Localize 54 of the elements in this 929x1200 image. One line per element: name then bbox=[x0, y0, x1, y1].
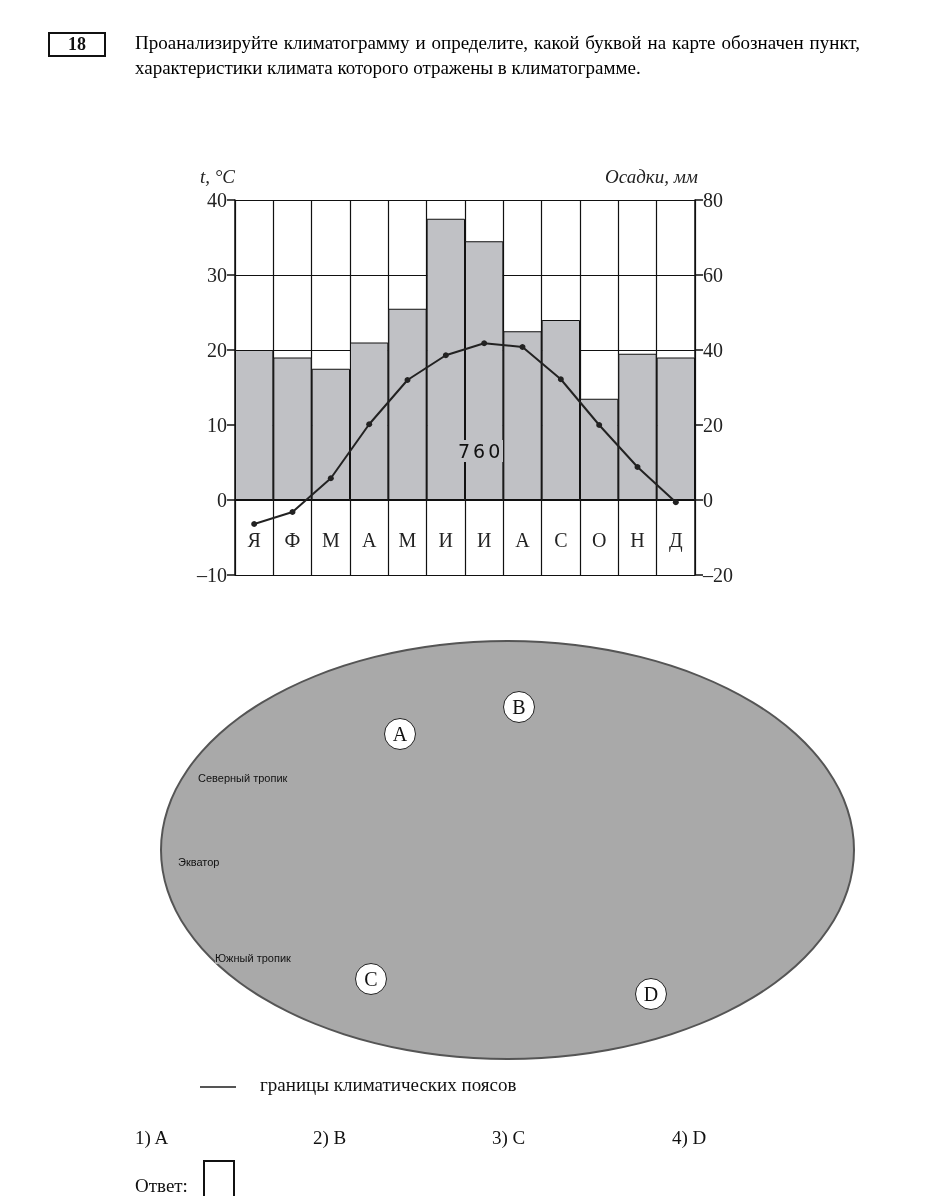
y2-tick-label: 60 bbox=[703, 264, 723, 286]
x-tick-label: Д bbox=[669, 529, 684, 552]
text: 1) A bbox=[135, 1127, 169, 1149]
point bbox=[404, 377, 411, 383]
x-tick-label: А bbox=[361, 529, 377, 551]
y-tick-label: 30 bbox=[207, 264, 227, 286]
x-tick-label: И bbox=[476, 529, 492, 551]
text: Северный тропик bbox=[198, 772, 288, 784]
text: A bbox=[384, 718, 416, 750]
text: 18 bbox=[48, 32, 106, 57]
annotation: 760 bbox=[458, 440, 504, 462]
y2-tick-label: 40 bbox=[703, 339, 723, 361]
point bbox=[327, 475, 334, 482]
text: Экватор bbox=[178, 856, 220, 868]
point bbox=[519, 344, 526, 350]
point bbox=[442, 352, 449, 359]
point bbox=[672, 499, 679, 506]
text: C bbox=[355, 963, 387, 995]
text: Южный тропик bbox=[215, 952, 291, 964]
x-tick-label: А bbox=[515, 529, 531, 551]
y2-tick-label: 80 bbox=[703, 189, 723, 211]
text: B bbox=[503, 691, 535, 723]
point bbox=[596, 422, 603, 428]
text: Ответ: bbox=[135, 1175, 188, 1197]
x-tick-label: Я bbox=[247, 529, 261, 551]
point bbox=[366, 421, 373, 428]
chart-title: Проанализируйте климатограмму и определите, какой буквой на карте обозначен пункт, характеристики климата которого отражены в климатограмме. bbox=[135, 31, 860, 80]
y2-tick-label: 0 bbox=[703, 489, 713, 511]
point bbox=[557, 376, 564, 383]
y-tick-label: 40 bbox=[207, 189, 227, 211]
y2-tick-label: –20 bbox=[702, 564, 733, 586]
x-tick-label: Ф bbox=[284, 529, 301, 551]
text: границы климатических поясов bbox=[260, 1074, 517, 1096]
y-axis-title: t, °C bbox=[199, 166, 236, 187]
y-tick-label: 10 bbox=[207, 414, 227, 436]
text: 4) D bbox=[672, 1127, 707, 1149]
text: D bbox=[635, 978, 667, 1010]
x-tick-label: С bbox=[554, 529, 568, 551]
x-tick-label: И bbox=[438, 529, 454, 551]
y2-tick-label: 20 bbox=[703, 414, 723, 436]
x-tick-label: М bbox=[321, 529, 340, 551]
x-tick-label: Н bbox=[630, 529, 645, 551]
x-tick-label: М bbox=[398, 529, 417, 551]
text: 3) C bbox=[492, 1127, 526, 1149]
y-tick-label: 20 bbox=[207, 339, 227, 361]
point bbox=[289, 509, 296, 515]
point bbox=[634, 464, 641, 470]
point bbox=[251, 521, 258, 527]
y2-axis-title: Осадки, мм bbox=[605, 166, 698, 187]
text: 2) B bbox=[313, 1127, 347, 1149]
point bbox=[481, 340, 488, 347]
x-tick-label: О bbox=[591, 529, 607, 551]
y-tick-label: –10 bbox=[196, 564, 227, 586]
y-tick-label: 0 bbox=[217, 489, 227, 511]
